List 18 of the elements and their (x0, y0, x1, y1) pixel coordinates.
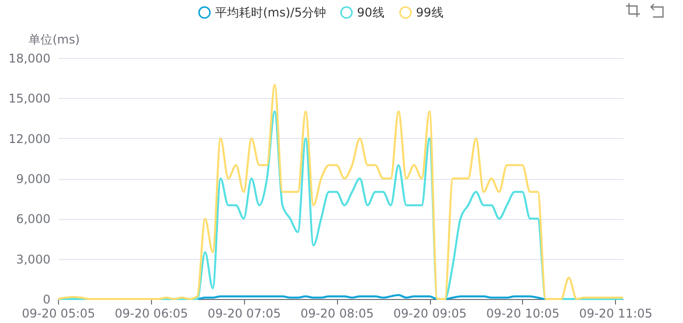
y-tick-label: 18,000 (8, 52, 50, 66)
y-tick-label: 3,000 (16, 252, 50, 266)
y-tick-label: 0 (42, 292, 50, 306)
y-axis-title: 单位(ms) (28, 32, 80, 46)
y-tick-label: 6,000 (16, 212, 50, 226)
x-tick-label: 09-20 11:05 (579, 306, 652, 320)
x-tick-label: 09-20 09:05 (393, 306, 467, 320)
x-tick-label: 09-20 05:05 (22, 306, 96, 320)
x-tick-label: 09-20 10:05 (486, 306, 560, 320)
legend-label: 99线 (416, 6, 444, 20)
y-tick-label: 12,000 (8, 132, 50, 146)
x-tick-label: 09-20 07:05 (208, 306, 281, 320)
x-tick-label: 09-20 08:05 (300, 306, 374, 320)
x-tick-label: 09-20 06:05 (114, 306, 188, 320)
y-tick-label: 15,000 (8, 92, 50, 106)
y-tick-label: 9,000 (16, 172, 50, 186)
legend-label: 平均耗时(ms)/5分钟 (215, 6, 326, 20)
legend-label: 90线 (357, 6, 384, 20)
